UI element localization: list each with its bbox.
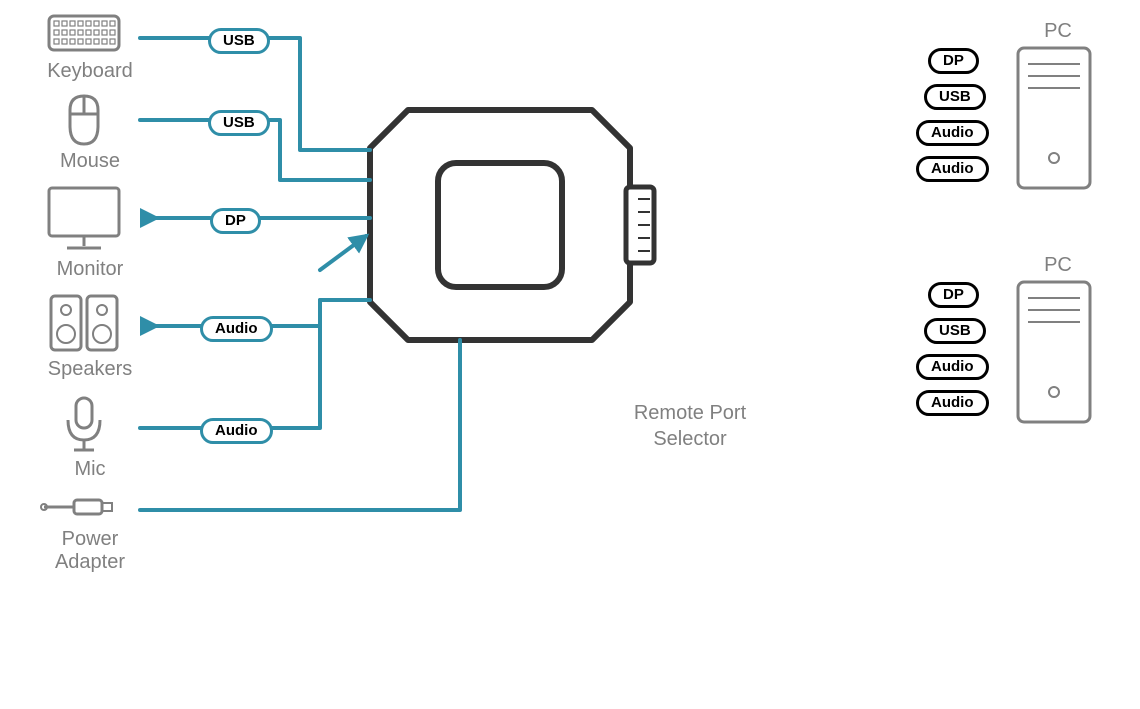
pc1-port-badge-dp-0: DP [928,282,979,308]
mouse-label: Mouse [30,150,150,173]
pc0-port-badge-audio-2: Audio [916,120,989,146]
hub-label: Remote Port Selector [600,400,780,452]
cable-badge-speakers: Audio [200,316,273,342]
power-label: Power Adapter [30,528,150,574]
pc-title-1: PC [1028,254,1088,277]
pc0-port-badge-usb-1: USB [924,84,986,110]
monitor-label: Monitor [30,258,150,281]
pc1-port-badge-audio-2: Audio [916,354,989,380]
cable-badge-mouse: USB [208,110,270,136]
pc1-port-badge-usb-1: USB [924,318,986,344]
pc0-port-badge-audio-3: Audio [916,156,989,182]
pc1-port-badge-audio-3: Audio [916,390,989,416]
speakers-label: Speakers [30,358,150,381]
cable-badge-mic: Audio [200,418,273,444]
cable-badge-keyboard: USB [208,28,270,54]
mic-label: Mic [30,458,150,481]
keyboard-label: Keyboard [30,60,150,83]
cable-badge-monitor: DP [210,208,261,234]
kvm-hub [370,110,654,340]
pc0-port-badge-dp-0: DP [928,48,979,74]
pc-title-0: PC [1028,20,1088,43]
